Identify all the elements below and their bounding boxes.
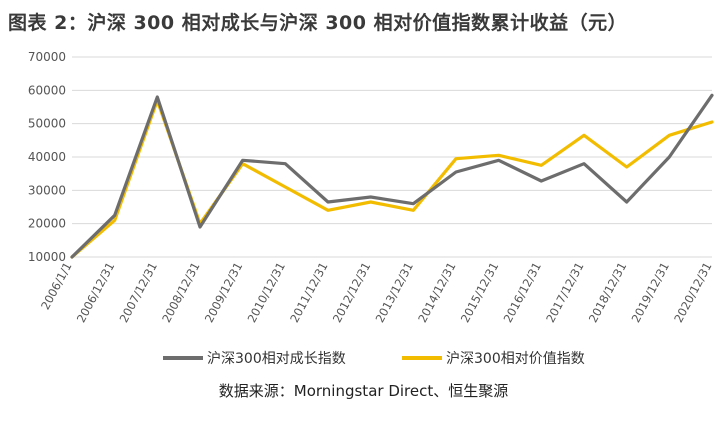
x-tick-label: 2020/12/31 — [671, 260, 714, 325]
y-tick-label: 60000 — [28, 83, 66, 97]
legend-label-value: 沪深300相对价值指数 — [446, 351, 585, 367]
source-note: 数据来源：Morningstar Direct、恒生聚源 — [218, 382, 509, 400]
x-tick-label: 2006/12/31 — [74, 260, 117, 325]
x-tick-label: 2014/12/31 — [415, 260, 458, 325]
x-tick-label: 2019/12/31 — [628, 260, 671, 325]
legend-item-value: 沪深300相对价值指数 — [402, 348, 585, 368]
chart-title: 图表 2：沪深 300 相对成长与沪深 300 相对价值指数累计收益（元） — [8, 12, 628, 34]
y-tick-label: 40000 — [28, 150, 66, 164]
x-tick-label: 2008/12/31 — [159, 260, 202, 325]
x-tick-label: 2012/12/31 — [330, 260, 373, 325]
x-tick-label: 2017/12/31 — [543, 260, 586, 325]
y-tick-label: 50000 — [28, 117, 66, 131]
y-tick-label: 10000 — [28, 250, 66, 264]
legend-swatch-growth — [163, 356, 203, 360]
x-tick-label: 2016/12/31 — [500, 260, 543, 325]
x-tick-label: 2015/12/31 — [458, 260, 501, 325]
x-tick-label: 2010/12/31 — [244, 260, 287, 325]
x-tick-label: 2006/1/1 — [38, 260, 75, 312]
y-tick-label: 70000 — [28, 50, 66, 64]
legend-item-growth: 沪深300相对成长指数 — [163, 348, 346, 368]
x-tick-label: 2013/12/31 — [372, 260, 415, 325]
x-tick-label: 2018/12/31 — [586, 260, 629, 325]
legend-swatch-value — [402, 356, 442, 360]
legend-label-growth: 沪深300相对成长指数 — [207, 351, 346, 367]
series-line-growth — [70, 93, 714, 259]
line-chart: 10000 20000 30000 40000 50000 60000 70000 2006/… — [28, 50, 715, 325]
x-tick-label: 2007/12/31 — [116, 260, 159, 325]
x-tick-label: 2009/12/31 — [202, 260, 245, 325]
x-tick-label: 2011/12/31 — [287, 260, 330, 325]
legend: 沪深300相对成长指数 沪深300相对价值指数 — [0, 348, 727, 370]
y-tick-label: 20000 — [28, 217, 66, 231]
y-tick-label: 30000 — [28, 183, 66, 197]
